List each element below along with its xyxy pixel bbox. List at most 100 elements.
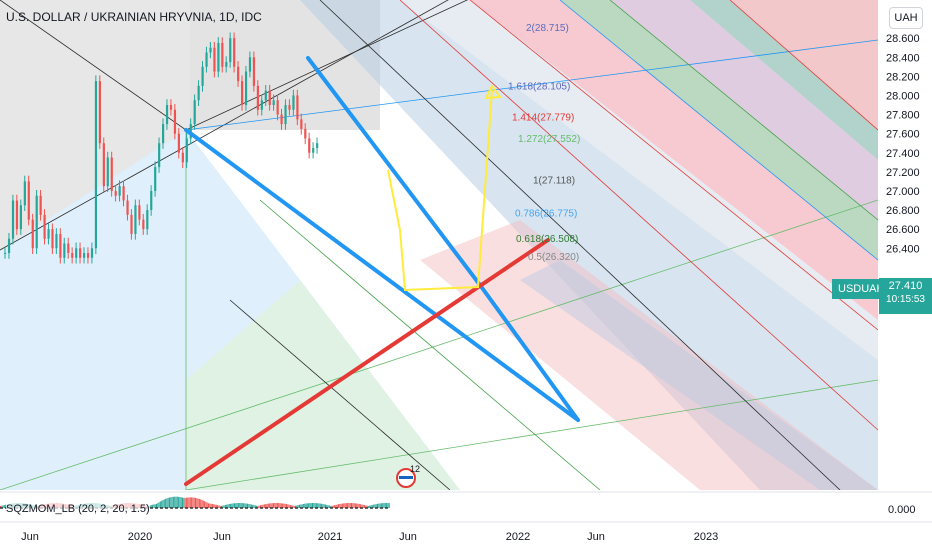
fib-diagonal xyxy=(469,0,878,331)
indicator-bar xyxy=(213,504,215,508)
indicator-bar xyxy=(358,503,360,508)
candle-body xyxy=(35,195,38,249)
time-tick-label: Jun xyxy=(213,531,231,543)
candle-body xyxy=(7,238,11,254)
candle-body xyxy=(201,66,204,86)
indicator-bar xyxy=(331,505,333,508)
candle-body xyxy=(110,157,113,191)
candle-body xyxy=(284,105,287,125)
indicator-bar xyxy=(286,504,287,508)
candle-body xyxy=(213,47,216,72)
indicator-bar xyxy=(349,503,351,508)
support-line[interactable] xyxy=(184,238,550,486)
indicator-bar xyxy=(182,497,183,508)
time-axis[interactable]: Jun 2020 Jun 2021 Jun 2022 Jun 2023 xyxy=(21,531,718,543)
candle-body xyxy=(185,138,188,163)
indicator-bar xyxy=(289,504,291,508)
indicator-bar xyxy=(241,503,243,508)
indicator-bar xyxy=(288,504,290,508)
indicator-bar xyxy=(260,505,261,508)
indicator-bar xyxy=(305,503,307,508)
candle-body xyxy=(308,138,311,153)
candle-body xyxy=(233,38,236,67)
trend-line-channel-lower[interactable] xyxy=(478,283,580,422)
indicator-bar xyxy=(244,503,246,508)
candle-body xyxy=(292,95,295,110)
indicator-bar xyxy=(208,503,209,508)
indicator-bar xyxy=(154,504,156,508)
event-badge[interactable]: 12 xyxy=(396,464,420,488)
indicator-bar xyxy=(374,504,376,508)
indicator-bar xyxy=(375,504,377,508)
candle-body xyxy=(59,233,62,258)
indicator-bar xyxy=(1,505,3,508)
indicator-bar xyxy=(343,503,345,508)
price-tick-label: 28.400 xyxy=(886,52,920,64)
fib-band-teal xyxy=(690,0,878,160)
indicator-bar xyxy=(319,503,321,508)
indicator-bar xyxy=(176,496,178,508)
indicator-bar xyxy=(334,505,336,508)
trend-line-channel[interactable] xyxy=(306,56,482,287)
indicator-bar xyxy=(248,503,250,508)
candle-body xyxy=(300,119,303,129)
symbol-title[interactable]: U.S. DOLLAR / UKRAINIAN HRYVNIA, 1D, IDC xyxy=(6,10,262,24)
candle-body xyxy=(138,205,141,220)
indicator-bar xyxy=(205,501,207,508)
indicator-bar xyxy=(310,503,312,508)
trend-line-upper[interactable] xyxy=(184,128,580,422)
indicator-bar xyxy=(217,505,219,508)
indicator-bar xyxy=(338,504,339,508)
indicator-bar xyxy=(240,503,242,508)
indicator-bar xyxy=(296,505,298,508)
indicator-bar xyxy=(367,505,369,508)
indicator-bar xyxy=(257,505,259,508)
candle-body xyxy=(173,109,177,134)
candle-body xyxy=(237,66,240,82)
indicator-bar xyxy=(227,504,229,508)
indicator-bar xyxy=(322,504,324,508)
indicator-bar xyxy=(152,504,154,508)
indicator-bar xyxy=(318,503,320,508)
indicator-bar xyxy=(158,502,160,508)
indicator-bar xyxy=(282,503,284,508)
indicator-bar xyxy=(245,503,247,508)
indicator-bar xyxy=(224,504,226,508)
candle-body xyxy=(86,253,90,258)
indicator-bar xyxy=(150,505,152,508)
indicator-bar xyxy=(204,501,206,508)
indicator-bar xyxy=(302,503,304,508)
indicator-bar xyxy=(258,505,260,508)
indicator-bar xyxy=(312,503,313,508)
indicator-bar xyxy=(153,504,155,508)
currency-button[interactable]: UAH xyxy=(889,7,923,29)
indicator-bar xyxy=(370,505,372,508)
fan-line xyxy=(185,0,469,131)
indicator-bar xyxy=(280,503,282,508)
indicator-bar xyxy=(297,505,299,508)
candle-body xyxy=(217,42,220,72)
badge-count: 12 xyxy=(410,464,420,474)
price-axis[interactable]: 28.600 28.400 28.200 28.000 27.800 27.600 27.4… xyxy=(886,33,920,255)
indicator-bar xyxy=(234,503,235,508)
indicator-bar xyxy=(149,505,151,508)
candle-body xyxy=(162,124,165,144)
fib-band-gray xyxy=(400,0,878,360)
indicator-bar xyxy=(200,499,202,508)
indicator-bar xyxy=(237,503,239,508)
projection-path[interactable] xyxy=(387,89,493,292)
indicator-bar xyxy=(314,503,316,508)
indicator-bar xyxy=(384,503,386,508)
indicator-bar xyxy=(283,503,285,508)
candle-body xyxy=(51,229,54,249)
indicator-bar xyxy=(178,496,180,508)
indicator-label[interactable]: SQZMOM_LB (20, 2, 20, 1.5) xyxy=(6,503,150,515)
candle-body xyxy=(27,181,30,220)
indicator-bar xyxy=(321,503,323,508)
fib-level-label: 1.618(28.105) xyxy=(508,81,570,92)
time-tick-label: 2023 xyxy=(694,531,718,543)
indicator-bar xyxy=(196,498,198,508)
time-tick-label: Jun xyxy=(21,531,39,543)
indicator-bar xyxy=(365,505,367,508)
